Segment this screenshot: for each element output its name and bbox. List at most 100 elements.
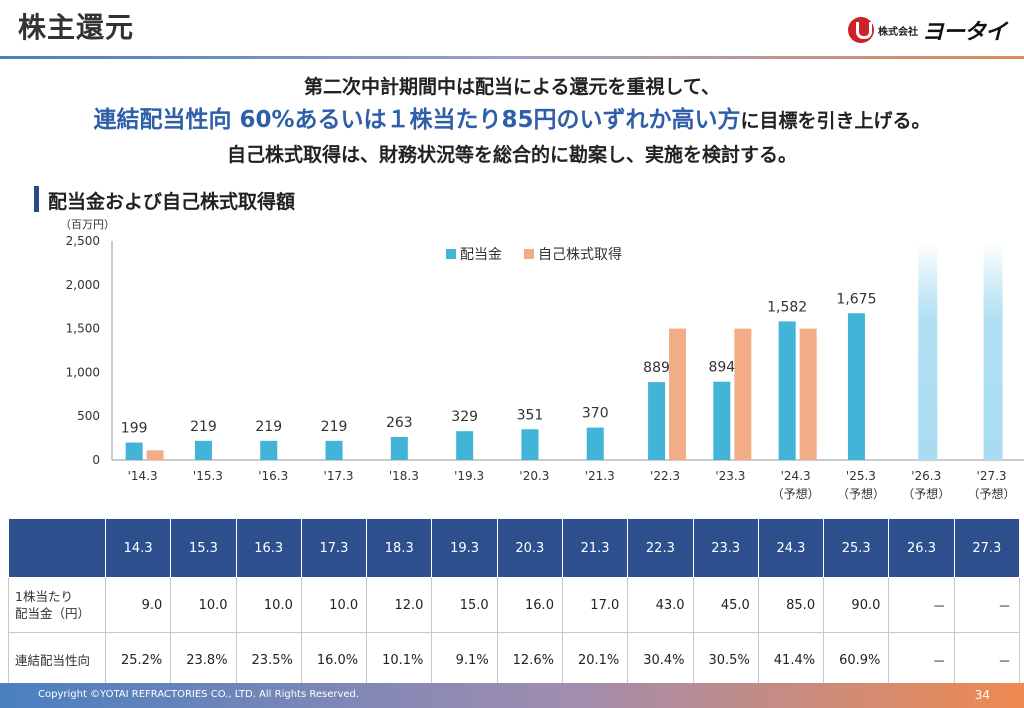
section-accent-bar	[34, 186, 39, 212]
table-column-header: 17.3	[300, 518, 368, 578]
legend-label-dividend: 配当金	[460, 247, 502, 263]
table-cell: 12.0	[366, 577, 433, 633]
table-cell: 23.8%	[170, 632, 237, 688]
table-cell: 16.0	[496, 577, 563, 633]
dividend-bar	[521, 429, 539, 460]
page-title: 株主還元	[18, 11, 135, 44]
dividend-bar	[325, 440, 343, 460]
x-tick-sublabel: （予想）	[968, 486, 1016, 501]
legend-label-buyback: 自己株式取得	[538, 246, 622, 263]
x-tick-label: '18.3	[389, 469, 419, 483]
headline-line-2-rest: に目標を引き上げる。	[740, 110, 931, 132]
table-column-header: 19.3	[431, 518, 498, 578]
headline-line-2: 連結配当性向 60%あるいは１株当たり85円のいずれか高い方に目標を引き上げる。	[0, 100, 1024, 134]
x-tick-label: '25.3	[846, 469, 876, 483]
dividend-bar	[847, 313, 865, 460]
table-cell: 45.0	[692, 577, 759, 633]
logo-mark-icon	[847, 17, 874, 43]
x-tick-label: '15.3	[193, 469, 223, 483]
x-tick-label: '22.3	[650, 469, 680, 483]
table-column-header: 20.3	[496, 518, 563, 578]
table-cell: 16.0%	[300, 632, 368, 688]
table-header-row: 14.3 15.3 16.3 17.3 18.3 19.3 20.3 21.3 22.3 23.3…	[8, 518, 1021, 578]
table-cell: 41.4%	[757, 632, 825, 688]
dividend-data-label: 329	[451, 409, 478, 425]
table-cell: 85.0	[757, 577, 825, 633]
table-column-header: 27.3	[953, 518, 1021, 578]
table-column-header: 21.3	[561, 518, 629, 578]
dividend-bar	[648, 382, 666, 460]
y-tick-label: 0	[92, 453, 100, 467]
x-tick-label: '17.3	[324, 469, 354, 483]
dividend-data-label: 1,582	[767, 299, 807, 315]
x-tick-label: '23.3	[715, 469, 745, 483]
table-cell: 20.1%	[561, 632, 629, 688]
section-title: 配当金および自己株式取得額	[48, 191, 296, 213]
title-divider	[0, 56, 1024, 59]
dividend-bar	[390, 436, 408, 460]
dividend-bar	[456, 431, 474, 460]
dividend-bar	[125, 442, 143, 460]
logo-small-text: 株式会社	[877, 26, 918, 38]
table-column-header: 14.3	[104, 518, 172, 578]
table-body: 1株当たり 配当金（円） 9.0 10.0 10.0 10.0 12.0 15.0 16.0 17…	[8, 577, 1021, 688]
table-cell: 30.5%	[692, 632, 759, 688]
table-cell: 10.1%	[366, 632, 433, 688]
table-column-header: 15.3	[170, 518, 237, 578]
x-tick-label: '20.3	[519, 469, 549, 483]
table-corner-cell	[8, 518, 106, 578]
row-label-line-1: 1株当たり	[15, 589, 73, 604]
dividend-data-label: 351	[517, 407, 544, 423]
x-tick-label: '19.3	[454, 469, 484, 483]
table-column-header: 25.3	[823, 518, 890, 578]
table-cell: 10.0	[170, 577, 237, 633]
headline-line-1: 第二次中計期間中は配当による還元を重視して、	[304, 76, 720, 98]
table-cell: 30.4%	[627, 632, 694, 688]
table-cell: 12.6%	[496, 632, 563, 688]
table-cell: 9.0	[104, 577, 172, 633]
table-column-header: 26.3	[888, 518, 955, 578]
x-tick-label: '24.3	[781, 469, 811, 483]
forecast-bar	[918, 243, 938, 460]
y-tick-label: 1,000	[66, 365, 100, 379]
buyback-bar	[799, 328, 817, 460]
page-number: 34	[974, 688, 990, 702]
table-cell: －	[953, 577, 1021, 633]
dividend-bar	[260, 440, 278, 460]
table-cell: 60.9%	[823, 632, 890, 688]
buyback-bar	[146, 450, 164, 460]
table-cell: 9.1%	[431, 632, 498, 688]
buyback-bar	[669, 328, 687, 460]
table-cell: 15.0	[431, 577, 498, 633]
table-row-label: 連結配当性向	[8, 632, 106, 688]
logo-big-text: ヨータイ	[921, 20, 1007, 45]
x-tick-label: '26.3	[911, 469, 941, 483]
row-label-line-2: 配当金（円）	[15, 606, 91, 621]
dividend-data-label: 199	[121, 421, 148, 437]
y-unit-label: （百万円）	[60, 218, 115, 231]
table-cell: 10.0	[300, 577, 368, 633]
dividend-data-label: 219	[190, 419, 217, 435]
footer-bar: Copyright ©YOTAI REFRACTORIES CO., LTD. …	[0, 683, 1024, 708]
legend-swatch-dividend	[446, 249, 456, 259]
table-cell: 90.0	[823, 577, 890, 633]
dividend-bar	[194, 440, 212, 460]
x-tick-label: '27.3	[977, 469, 1007, 483]
dividend-bar	[586, 427, 604, 460]
legend-swatch-buyback	[524, 249, 534, 259]
table-cell: －	[953, 632, 1021, 688]
table-cell: 43.0	[627, 577, 694, 633]
y-tick-label: 500	[77, 409, 100, 423]
y-tick-label: 2,500	[66, 234, 100, 248]
dividend-data-label: 263	[386, 415, 413, 431]
table-row: 1株当たり 配当金（円） 9.0 10.0 10.0 10.0 12.0 15.0 16.0 17…	[8, 577, 1021, 633]
table-cell: 23.5%	[235, 632, 302, 688]
table-cell: －	[888, 577, 955, 633]
buyback-bar	[734, 328, 752, 460]
company-logo: 株式会社 ヨータイ	[847, 14, 1007, 46]
table-column-header: 23.3	[692, 518, 759, 578]
table-row: 連結配当性向 25.2% 23.8% 23.5% 16.0% 10.1% 9.1% 12.6%…	[8, 632, 1021, 688]
copyright-text: Copyright ©YOTAI REFRACTORIES CO., LTD. …	[38, 689, 360, 700]
dividend-data-label: 219	[255, 419, 282, 435]
y-tick-label: 2,000	[66, 278, 100, 292]
